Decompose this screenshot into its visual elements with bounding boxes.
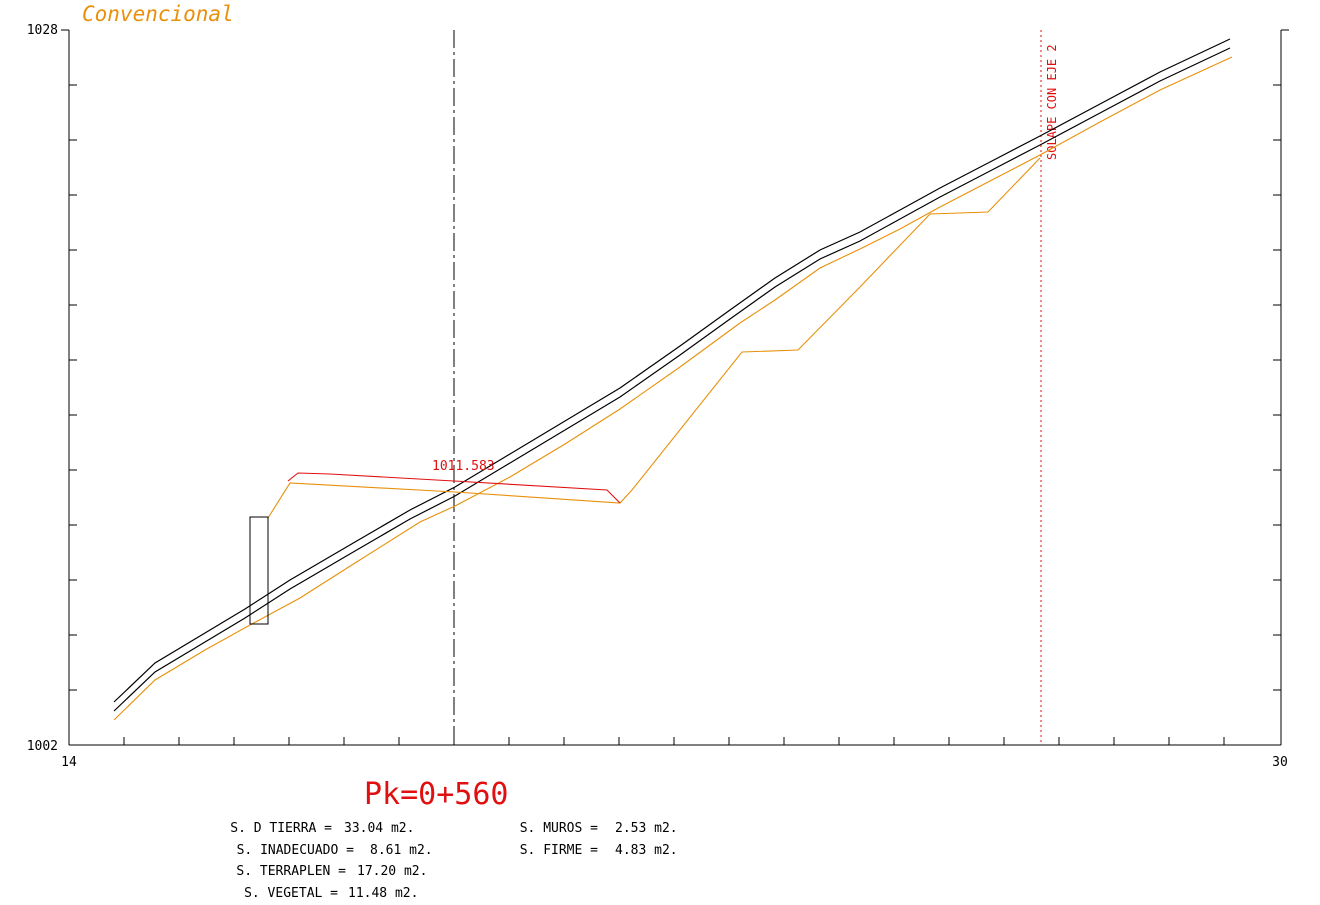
surfaces-right: S. MUROS = 2.53 m2. S. FIRME = 4.83 m2. — [520, 821, 678, 858]
x-max-label: 30 — [1272, 755, 1288, 770]
surface-value: 11.48 m2. — [348, 886, 418, 901]
wall-rectangle — [249, 516, 269, 625]
surface-value: 8.61 m2. — [370, 843, 433, 858]
y-min-label: 1002 — [27, 739, 58, 754]
surface-value: 2.53 m2. — [615, 821, 678, 836]
pk-label: Pk=0+560 — [364, 777, 509, 812]
x-min-label: 14 — [61, 755, 77, 770]
surface-label: S. TERRAPLEN = — [236, 864, 346, 879]
surface-value: 33.04 m2. — [344, 821, 414, 836]
red-elevation-line — [287, 472, 621, 504]
surface-label: S. MUROS = — [520, 821, 598, 836]
surface-label: S. INADECUADO = — [237, 843, 355, 858]
surface-label: S. D TIERRA = — [230, 821, 332, 836]
pavement-bottom-line — [113, 47, 1231, 712]
axis-ticks — [69, 84, 1281, 745]
surface-value: 17.20 m2. — [357, 864, 427, 879]
surface-label: S. VEGETAL = — [244, 886, 338, 901]
drawing-title: Convencional — [82, 2, 234, 26]
elevation-label: 1011.583 — [432, 459, 495, 474]
surface-value: 4.83 m2. — [615, 843, 678, 858]
surfaces-left: S. D TIERRA = 33.04 m2. S. INADECUADO = … — [230, 821, 432, 901]
frame — [61, 29, 1289, 746]
subgrade-line — [113, 56, 1233, 721]
surface-label: S. FIRME = — [520, 843, 598, 858]
overlap-label: SOLAPE CON EJE 2 — [1045, 44, 1059, 160]
pavement-top-line — [113, 38, 1231, 703]
terrain-line — [267, 157, 1041, 519]
y-max-label: 1028 — [27, 23, 58, 38]
